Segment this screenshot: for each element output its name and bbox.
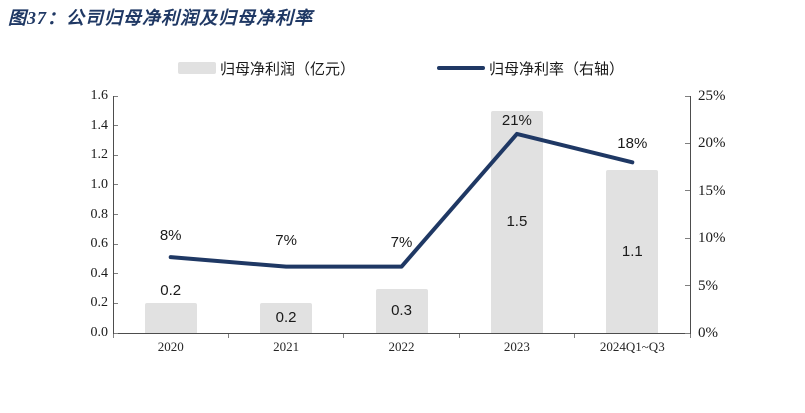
left-axis-tick-label: 0.8 [90, 206, 109, 222]
x-axis-tick [689, 334, 691, 338]
left-axis-tick [114, 214, 118, 215]
x-axis-category-label: 2022 [388, 339, 415, 354]
bar-value-label: 1.1 [621, 242, 643, 260]
bar-value-label: 0.3 [391, 301, 412, 319]
bar-legend-swatch [178, 62, 216, 74]
x-axis-tick [227, 334, 229, 338]
line-point-label: 7% [390, 234, 413, 251]
x-axis-line [113, 333, 691, 334]
left-axis-tick-label: 0.2 [90, 295, 109, 311]
x-axis-category-label: 2021 [273, 339, 300, 354]
right-y-axis-line [690, 96, 691, 334]
legend-item-net-margin: 归母净利率（右轴） [437, 60, 625, 78]
left-axis-tick [114, 154, 118, 156]
right-axis-tick-label: 5% [698, 277, 718, 294]
left-axis-tick-label: 1.0 [90, 176, 109, 192]
x-axis-tick [574, 334, 576, 338]
x-axis-category-label: 2023 [503, 339, 530, 354]
left-axis-tick [114, 273, 118, 275]
x-axis-tick [112, 334, 114, 338]
left-axis-tick-label: 0.6 [90, 236, 109, 252]
legend-label-net-profit: 归母净利润（亿元） [220, 60, 356, 78]
left-axis-tick [114, 302, 118, 304]
left-axis-tick [114, 184, 118, 186]
right-axis-tick [685, 95, 690, 97]
net-profit-bar [375, 288, 428, 333]
net-profit-bar [260, 303, 313, 333]
left-axis-tick-label: 1.6 [90, 88, 109, 103]
right-axis-tick-label: 10% [698, 230, 726, 247]
right-axis-tick [685, 332, 690, 334]
left-axis-tick [114, 243, 118, 245]
x-axis-tick [458, 334, 460, 338]
left-axis-tick-label: 1.4 [90, 117, 109, 133]
bar-value-label: 0.2 [160, 282, 182, 300]
x-axis-category-label: 2024Q1~Q3 [599, 339, 665, 354]
line-point-label: 21% [501, 112, 532, 129]
left-axis-tick-label: 0.0 [90, 325, 109, 340]
line-point-label: 8% [159, 227, 182, 244]
figure-title: 图37：公司归母净利润及归母净利率 [8, 8, 313, 28]
right-axis-tick-label: 25% [698, 88, 726, 104]
right-axis-tick-label: 20% [698, 135, 726, 152]
line-legend-swatch [437, 66, 485, 70]
left-axis-tick [114, 95, 118, 97]
line-point-label: 18% [617, 135, 648, 152]
x-axis-tick [343, 334, 345, 338]
bar-value-label: 0.2 [275, 309, 297, 327]
bar-value-label: 1.5 [506, 212, 528, 230]
x-axis-category-label: 2020 [157, 339, 184, 354]
right-axis-tick [685, 190, 690, 192]
right-axis-tick [685, 237, 690, 239]
right-axis-tick-label: 0% [698, 325, 718, 341]
left-y-axis-line [113, 96, 114, 334]
left-axis-tick-label: 0.4 [90, 265, 109, 281]
right-axis-tick [685, 142, 690, 144]
line-point-label: 7% [275, 232, 297, 249]
right-axis-tick-label: 15% [698, 182, 726, 199]
left-axis-tick [114, 125, 118, 127]
left-axis-tick-label: 1.2 [90, 147, 109, 163]
legend-item-net-profit: 归母净利润（亿元） [178, 60, 356, 78]
left-axis-tick [114, 332, 118, 334]
net-profit-bar [144, 303, 197, 333]
right-axis-tick [685, 285, 690, 287]
legend-label-net-margin: 归母净利率（右轴） [489, 60, 625, 78]
